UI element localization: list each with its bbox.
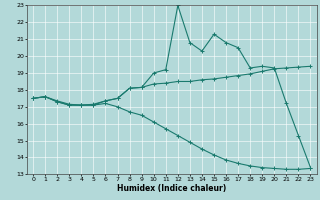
X-axis label: Humidex (Indice chaleur): Humidex (Indice chaleur) <box>117 184 227 193</box>
